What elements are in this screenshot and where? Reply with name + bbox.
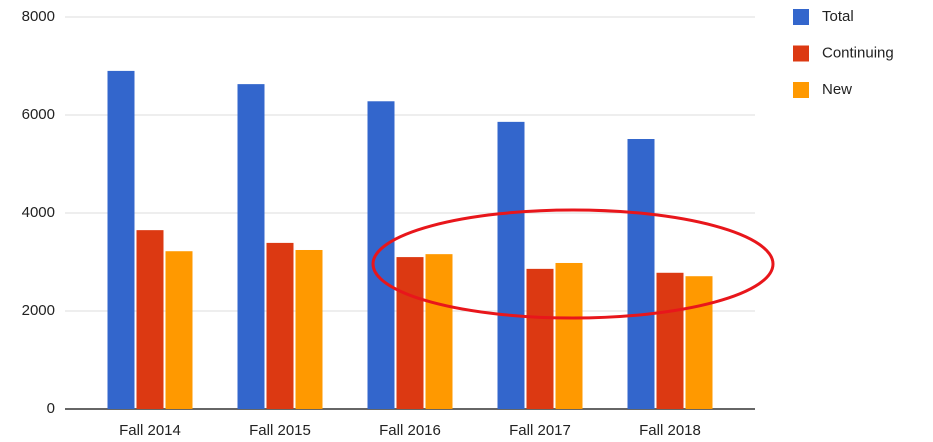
legend-swatch [793,82,809,98]
x-tick-label: Fall 2015 [249,422,311,439]
bar [425,254,453,409]
bar [656,272,684,409]
bar [367,101,395,409]
y-tick-label: 8000 [22,8,55,25]
x-tick-label: Fall 2014 [119,422,181,439]
bar [237,84,265,409]
bar [107,70,135,410]
x-tick-label: Fall 2017 [509,422,571,439]
legend-swatch [793,9,809,25]
legend-label: Continuing [822,44,894,61]
bar [497,121,525,410]
y-tick-label: 4000 [22,204,55,221]
bar [685,276,713,409]
highlight-ellipse [371,208,775,320]
bar [555,262,583,409]
y-tick-label: 6000 [22,106,55,123]
x-tick-label: Fall 2016 [379,422,441,439]
plot-area: 0 2000 4000 6000 8000 Fall 2014 Fall 2015 Fall … [22,8,894,439]
bar [396,257,424,409]
legend-swatch [793,45,809,62]
bar [165,251,193,409]
legend-label: Total [822,8,854,25]
y-tick-label: 2000 [22,302,55,319]
bar [295,249,323,409]
bar [266,242,294,409]
bar [526,268,554,409]
legend-label: New [822,81,852,98]
x-tick-label: Fall 2018 [639,422,701,439]
bar [136,230,164,409]
bar [627,139,655,409]
y-tick-label: 0 [47,400,55,417]
